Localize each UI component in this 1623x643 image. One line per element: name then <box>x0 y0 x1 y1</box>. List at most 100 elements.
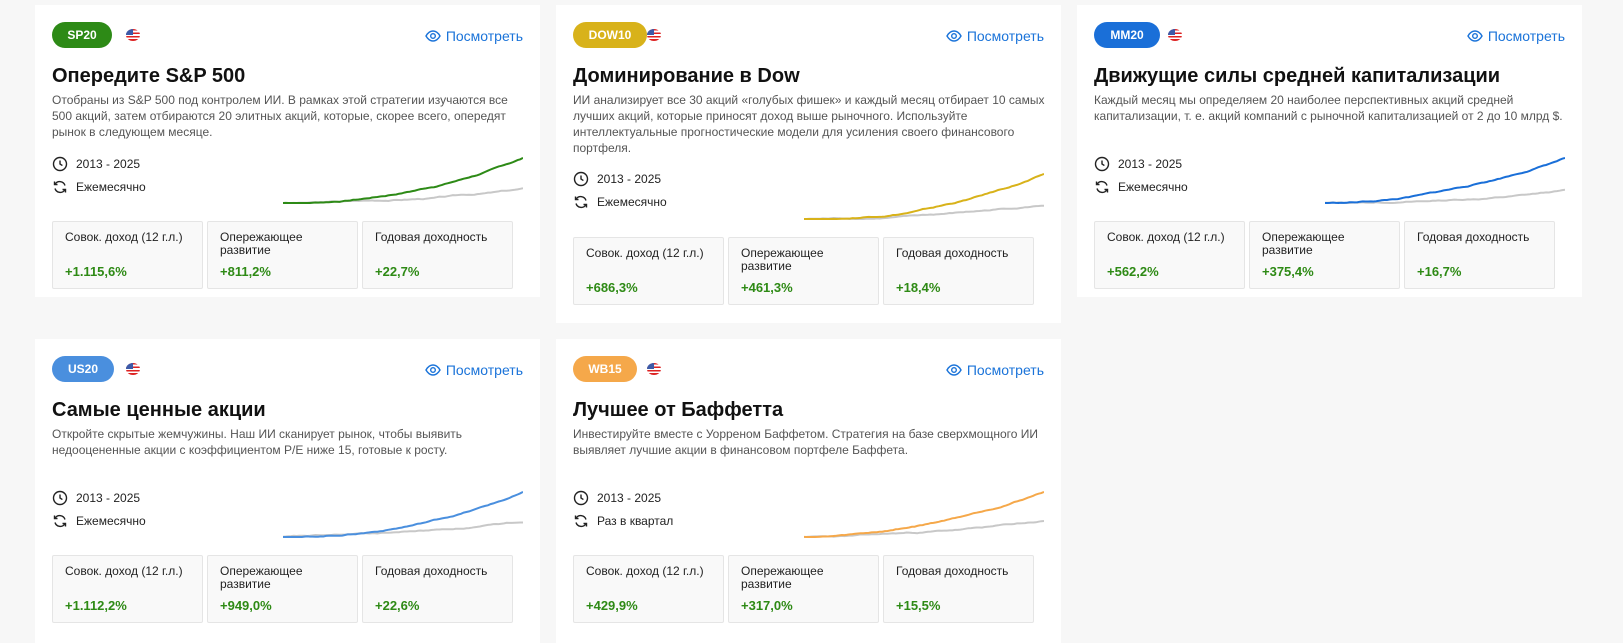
strategy-card-wb15: WB15 Посмотреть Лучшее от Баффетта Инвес… <box>556 339 1061 643</box>
stat-label: Совок. доход (12 г.л.) <box>586 246 704 260</box>
stat-value: +317,0% <box>741 598 793 613</box>
refresh-icon <box>573 513 589 529</box>
clock-icon <box>573 171 589 187</box>
stat-box-outperformance: Опережающее развитие +811,2% <box>207 221 358 289</box>
stat-label: Совок. доход (12 г.л.) <box>65 564 183 578</box>
strategy-line <box>283 157 523 204</box>
frequency-text: Раз в квартал <box>597 514 674 528</box>
period-row: 2013 - 2025 <box>573 171 661 187</box>
stat-value: +1.112,2% <box>65 598 127 613</box>
eye-icon <box>946 30 962 42</box>
stat-label: Годовая доходность <box>1417 230 1530 244</box>
stat-value: +562,2% <box>1107 264 1159 279</box>
strategy-description: Каждый месяц мы определяем 20 наиболее п… <box>1094 93 1563 123</box>
period-row: 2013 - 2025 <box>1094 156 1182 172</box>
strategy-title: Движущие силы средней капитализации <box>1094 65 1501 87</box>
stat-box-outperformance: Опережающее развитие +317,0% <box>728 555 879 623</box>
strategy-card-us20: US20 Посмотреть Самые ценные акции Откро… <box>35 339 540 643</box>
view-button[interactable]: Посмотреть <box>946 361 1044 379</box>
strategy-description: Отобраны из S&P 500 под контролем ИИ. В … <box>52 93 508 139</box>
stat-label: Опережающее развитие <box>741 564 824 591</box>
stat-label: Опережающее развитие <box>220 564 303 591</box>
stat-box-outperformance: Опережающее развитие +375,4% <box>1249 221 1400 289</box>
stat-label: Опережающее развитие <box>1262 230 1345 257</box>
stat-box-cumulative-return: Совок. доход (12 г.л.) +562,2% <box>1094 221 1245 289</box>
performance-sparkline <box>804 490 1044 538</box>
strategy-title: Лучшее от Баффетта <box>573 399 784 421</box>
stat-value: +686,3% <box>586 280 638 295</box>
view-label: Посмотреть <box>966 28 1044 44</box>
us-flag-icon <box>126 363 140 375</box>
stat-value: +1.115,6% <box>65 264 127 279</box>
stat-value: +375,4% <box>1262 264 1314 279</box>
stat-box-outperformance: Опережающее развитие +949,0% <box>207 555 358 623</box>
eye-icon <box>425 30 441 42</box>
refresh-icon <box>1094 179 1110 195</box>
frequency-text: Ежемесячно <box>1118 180 1188 194</box>
strategy-line <box>1325 156 1565 205</box>
strategy-tag: MM20 <box>1094 22 1160 48</box>
frequency-row: Ежемесячно <box>52 179 146 195</box>
strategy-tag: WB15 <box>573 356 637 382</box>
strategy-tag: SP20 <box>52 22 112 48</box>
stat-value: +429,9% <box>586 598 638 613</box>
period-text: 2013 - 2025 <box>597 172 662 186</box>
stat-label: Опережающее развитие <box>220 230 303 257</box>
clock-icon <box>573 490 589 506</box>
strategy-description: ИИ анализирует все 30 акций «голубых фиш… <box>573 93 1045 155</box>
us-flag-icon <box>1168 29 1182 41</box>
performance-sparkline <box>1325 156 1565 205</box>
clock-icon <box>1094 156 1110 172</box>
strategy-title: Доминирование в Dow <box>573 65 800 87</box>
stat-box-annual-return: Годовая доходность +22,7% <box>362 221 513 289</box>
view-button[interactable]: Посмотреть <box>425 27 523 45</box>
stat-box-cumulative-return: Совок. доход (12 г.л.) +686,3% <box>573 237 724 305</box>
us-flag-icon <box>126 29 140 41</box>
frequency-text: Ежемесячно <box>76 514 146 528</box>
frequency-text: Ежемесячно <box>76 180 146 194</box>
benchmark-line <box>1325 188 1565 205</box>
stat-label: Годовая доходность <box>375 564 488 578</box>
period-row: 2013 - 2025 <box>52 490 140 506</box>
benchmark-line <box>283 187 523 205</box>
stat-label: Годовая доходность <box>896 246 1009 260</box>
stat-label: Совок. доход (12 г.л.) <box>586 564 704 578</box>
stat-box-annual-return: Годовая доходность +18,4% <box>883 237 1034 305</box>
strategy-title: Опередите S&P 500 <box>52 65 246 87</box>
strategy-card-sp20: SP20 Посмотреть Опередите S&P 500 Отобра… <box>35 5 540 297</box>
period-text: 2013 - 2025 <box>1118 157 1183 171</box>
eye-icon <box>425 364 441 376</box>
view-label: Посмотреть <box>1487 28 1565 44</box>
stat-value: +461,3% <box>741 280 793 295</box>
strategy-line <box>804 490 1044 538</box>
view-button[interactable]: Посмотреть <box>425 361 523 379</box>
stat-box-annual-return: Годовая доходность +22,6% <box>362 555 513 623</box>
frequency-row: Ежемесячно <box>52 513 146 529</box>
strategy-description: Откройте скрытые жемчужины. Наш ИИ скани… <box>52 427 463 457</box>
strategy-description: Инвестируйте вместе с Уорреном Баффетом.… <box>573 427 1039 457</box>
performance-sparkline <box>283 157 523 205</box>
frequency-row: Ежемесячно <box>1094 179 1188 195</box>
performance-sparkline <box>804 172 1044 221</box>
view-button[interactable]: Посмотреть <box>1467 27 1565 45</box>
strategy-title: Самые ценные акции <box>52 399 266 421</box>
period-text: 2013 - 2025 <box>597 491 662 505</box>
stat-box-cumulative-return: Совок. доход (12 г.л.) +1.112,2% <box>52 555 203 623</box>
strategy-line <box>804 172 1044 221</box>
refresh-icon <box>52 513 68 529</box>
strategy-line <box>283 491 523 538</box>
stat-value: +811,2% <box>220 264 271 279</box>
view-label: Посмотреть <box>445 362 523 378</box>
us-flag-icon <box>647 363 661 375</box>
stat-box-cumulative-return: Совок. доход (12 г.л.) +1.115,6% <box>52 221 203 289</box>
stat-box-outperformance: Опережающее развитие +461,3% <box>728 237 879 305</box>
period-text: 2013 - 2025 <box>76 491 141 505</box>
stat-value: +22,7% <box>375 264 420 279</box>
frequency-row: Ежемесячно <box>573 194 667 210</box>
refresh-icon <box>52 179 68 195</box>
view-button[interactable]: Посмотреть <box>946 27 1044 45</box>
stat-box-annual-return: Годовая доходность +15,5% <box>883 555 1034 623</box>
stat-value: +18,4% <box>896 280 941 295</box>
clock-icon <box>52 490 68 506</box>
refresh-icon <box>573 194 589 210</box>
